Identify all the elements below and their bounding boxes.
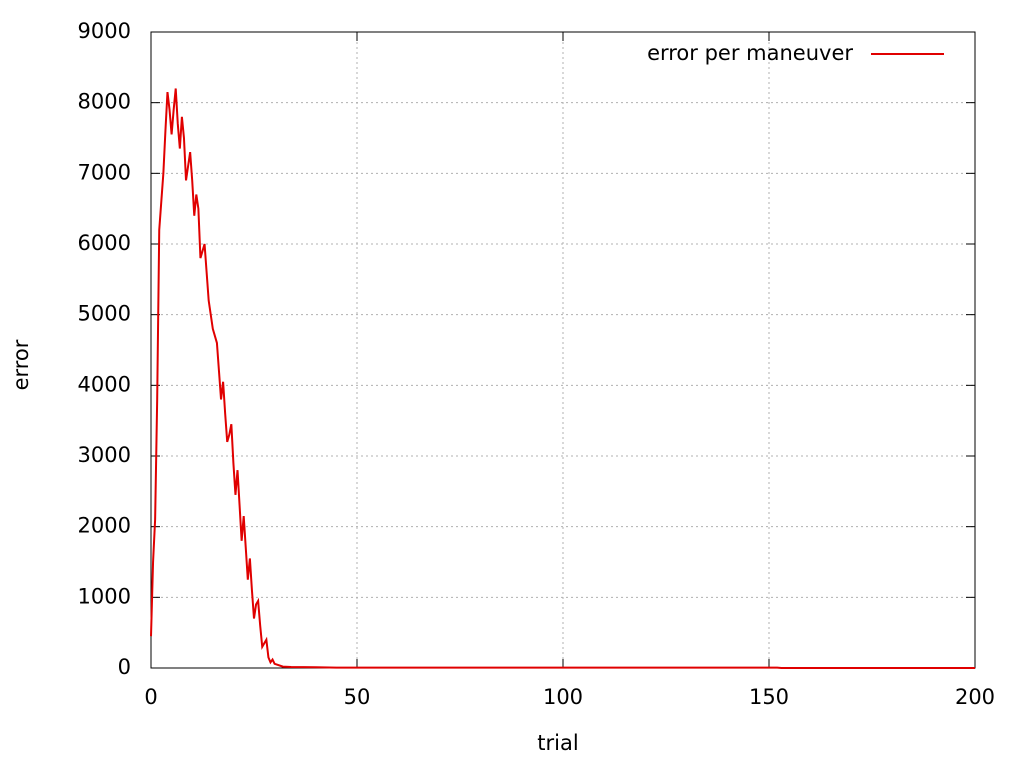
y-tick-label: 1000 bbox=[78, 584, 131, 608]
y-tick-label: 5000 bbox=[78, 302, 131, 326]
legend-label: error per maneuver bbox=[647, 41, 853, 65]
y-tick-label: 6000 bbox=[78, 231, 131, 255]
x-tick-label: 50 bbox=[344, 685, 371, 709]
y-tick-label: 9000 bbox=[78, 19, 131, 43]
y-tick-label: 2000 bbox=[78, 514, 131, 538]
y-tick-label: 4000 bbox=[78, 372, 131, 396]
x-tick-label: 150 bbox=[749, 685, 789, 709]
x-axis-label: trial bbox=[537, 731, 578, 755]
x-tick-label: 200 bbox=[955, 685, 995, 709]
y-tick-label: 3000 bbox=[78, 443, 131, 467]
y-tick-label: 0 bbox=[118, 655, 131, 679]
line-series bbox=[150, 88, 975, 669]
y-tick-label: 7000 bbox=[78, 160, 131, 184]
x-tick-label: 0 bbox=[144, 685, 157, 709]
x-tick-label: 100 bbox=[543, 685, 583, 709]
y-tick-label: 8000 bbox=[78, 90, 131, 114]
y-axis-label: error bbox=[9, 339, 33, 390]
